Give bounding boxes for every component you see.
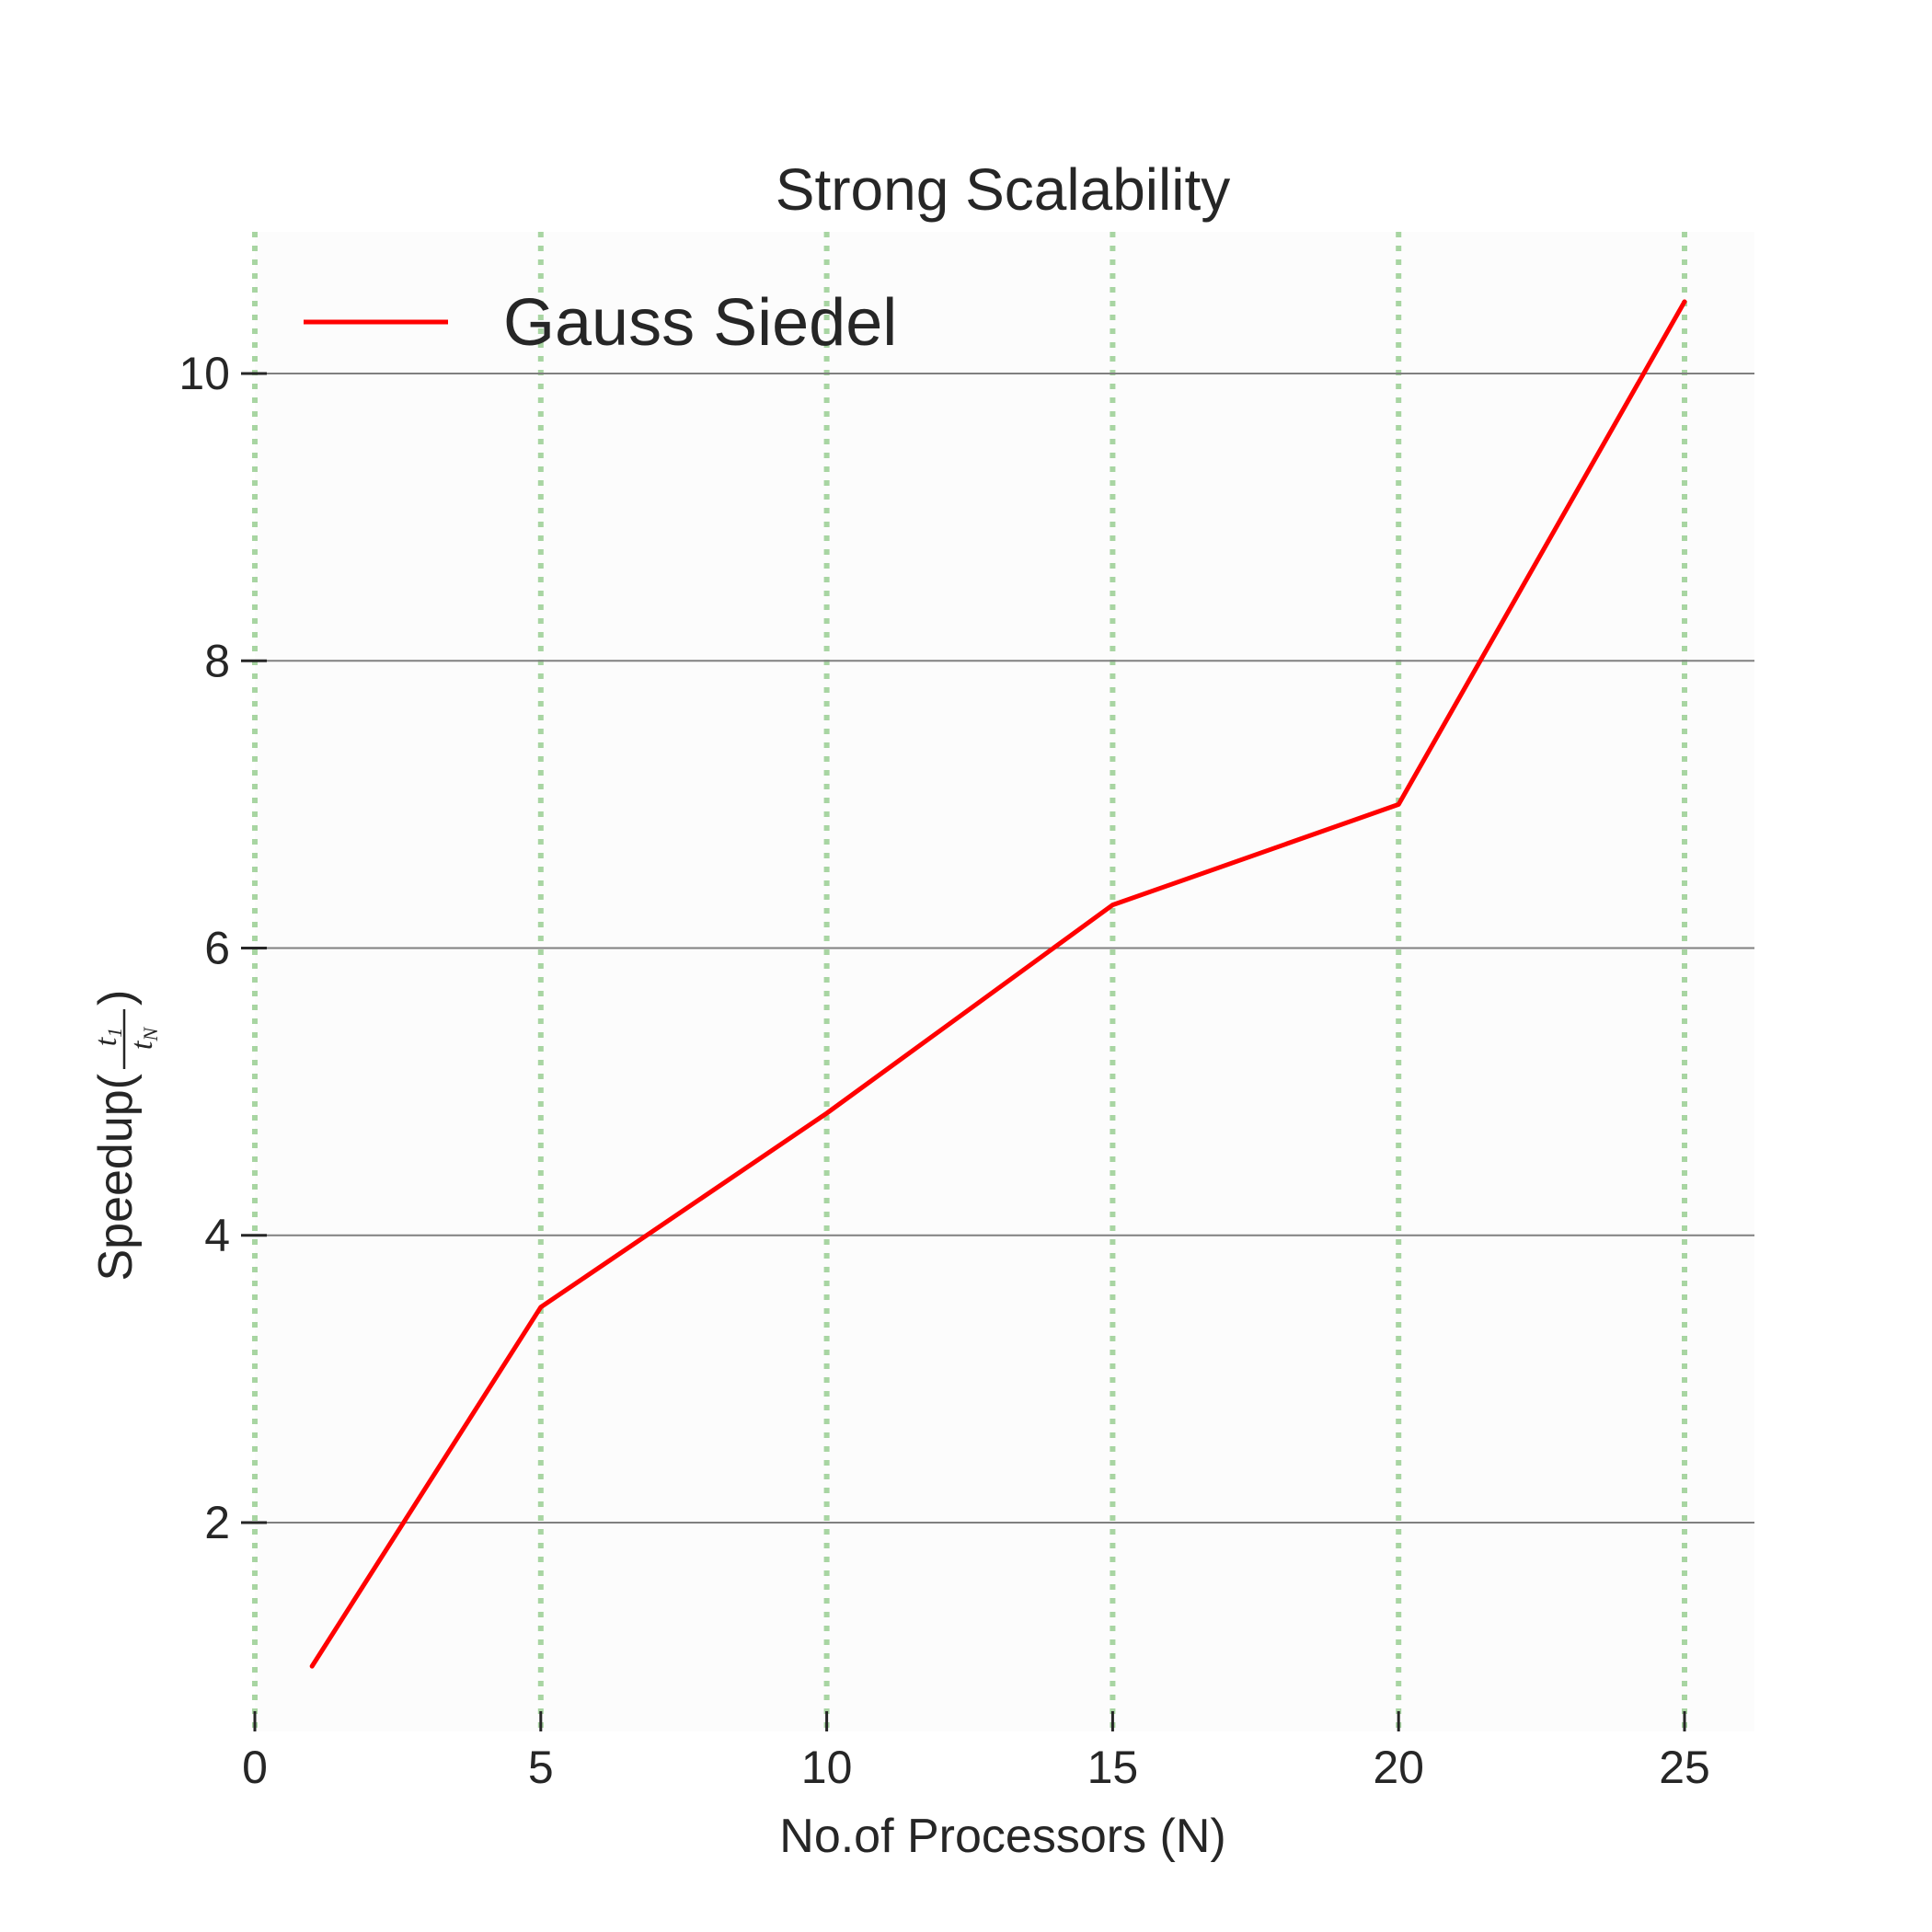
data-point-0-2 (826, 1112, 828, 1114)
data-point-0-1 (540, 1306, 542, 1308)
x-tick-label-10: 10 (801, 1742, 853, 1793)
y-tick-label-2: 2 (204, 1497, 230, 1548)
legend-label-gauss-siedel: Gauss Siedel (503, 286, 897, 360)
y-axis-label-numerator-sub: 1 (103, 1028, 126, 1038)
y-gridlines (244, 373, 1754, 1524)
x-gridlines (252, 232, 1687, 1731)
y-axis-label-numerator: t1 (89, 1028, 126, 1046)
x-tick-label-25: 25 (1659, 1742, 1710, 1793)
y-axis-label: Speedup( t1 tN ) (89, 990, 162, 1282)
x-tick-label-5: 5 (528, 1742, 554, 1793)
y-axis-label-suffix: ) (89, 990, 143, 1006)
x-axis-label: No.of Processors (N) (779, 1810, 1225, 1863)
y-tick-label-6: 6 (204, 923, 230, 974)
series-layer (309, 299, 1687, 1669)
data-point-0-4 (1397, 803, 1399, 805)
legend: Gauss Siedel (304, 286, 897, 360)
y-tick-label-8: 8 (204, 635, 230, 686)
x-axis-ticks: 0 5 10 15 20 25 (242, 1711, 1710, 1793)
y-axis-ticks: 2 4 6 8 10 (178, 348, 267, 1548)
y-tick-label-4: 4 (204, 1210, 230, 1261)
y-tick-label-10: 10 (178, 348, 230, 399)
x-tick-label-20: 20 (1373, 1742, 1424, 1793)
y-axis-label-denominator: tN (125, 1027, 162, 1050)
x-tick-label-15: 15 (1087, 1742, 1139, 1793)
series-line-0 (309, 299, 1687, 1669)
x-tick-label-0: 0 (242, 1742, 268, 1793)
data-point-0-0 (311, 1665, 313, 1667)
y-axis-label-prefix: Speedup( (89, 1073, 143, 1281)
y-axis-label-denominator-sub: N (139, 1027, 162, 1042)
data-point-0-3 (1111, 904, 1113, 906)
y-axis-label-numerator-symbol: t (89, 1036, 123, 1046)
y-axis-label-denominator-symbol: t (125, 1040, 159, 1050)
chart-title: Strong Scalability (776, 156, 1230, 223)
